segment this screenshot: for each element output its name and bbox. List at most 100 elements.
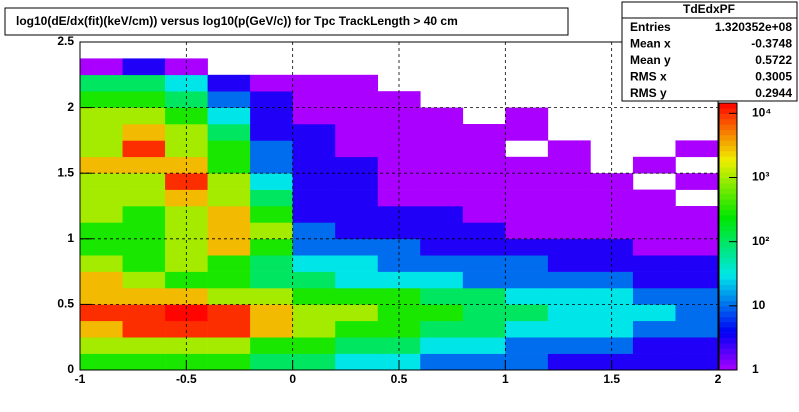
heat-cell xyxy=(122,140,166,158)
heat-cell xyxy=(675,238,719,256)
stats-key: RMS y xyxy=(630,86,667,100)
heat-cell xyxy=(165,271,208,289)
heat-cell xyxy=(590,206,634,223)
heat-cell xyxy=(547,271,591,289)
heat-cell xyxy=(122,288,166,305)
color-bar-step xyxy=(719,263,737,269)
color-bar-step xyxy=(719,321,737,328)
heat-cell xyxy=(80,173,123,190)
heat-cell xyxy=(335,107,379,125)
heat-cell xyxy=(335,304,379,322)
heat-cell xyxy=(505,320,549,338)
y-tick-label: 2 xyxy=(67,100,74,114)
color-bar-step xyxy=(719,353,737,360)
heat-cell xyxy=(675,320,719,338)
heat-cell xyxy=(80,271,123,289)
heat-cell xyxy=(165,74,208,92)
heat-cell xyxy=(122,238,166,256)
heat-cell xyxy=(80,238,123,256)
heat-cell xyxy=(80,222,123,240)
heat-cell xyxy=(207,206,251,223)
stats-key: RMS x xyxy=(630,70,667,84)
heat-cell xyxy=(420,173,464,190)
heat-cell xyxy=(292,206,336,223)
color-bar-step xyxy=(719,231,737,237)
color-bar-step xyxy=(719,145,737,152)
heat-cell xyxy=(122,173,166,190)
heat-cell xyxy=(165,206,208,223)
heat-cell xyxy=(420,206,464,223)
heat-cell xyxy=(377,320,421,338)
heat-cell xyxy=(80,74,123,92)
heat-cell xyxy=(207,304,251,322)
x-tick-label: 0.5 xyxy=(391,372,408,386)
heat-cell xyxy=(590,271,634,289)
heat-cell xyxy=(335,91,379,108)
color-bar-step xyxy=(719,257,737,264)
heat-cell xyxy=(165,156,208,174)
color-bar-step xyxy=(719,177,737,184)
color-bar-step xyxy=(719,284,737,291)
heat-cell xyxy=(675,288,719,305)
heat-cell xyxy=(420,140,464,158)
color-bar-step xyxy=(719,316,737,323)
heat-cell xyxy=(505,124,549,141)
heat-cell xyxy=(165,189,208,207)
heat-cell xyxy=(250,304,293,322)
heat-cell xyxy=(547,189,591,207)
heat-cell xyxy=(250,222,293,240)
color-bar-step xyxy=(719,279,737,285)
color-bar-step xyxy=(719,364,737,371)
heat-cell xyxy=(250,206,293,223)
heat-cell xyxy=(632,271,676,289)
heat-cell xyxy=(590,255,634,272)
x-tick-label: 0 xyxy=(289,372,296,386)
heat-cell xyxy=(80,140,123,158)
heat-cell xyxy=(250,320,293,338)
stats-value: 1.320352e+08 xyxy=(715,20,792,34)
heat-cell xyxy=(250,74,293,92)
color-bar-step xyxy=(719,167,737,173)
heat-cell xyxy=(207,222,251,240)
heat-cell xyxy=(122,353,166,371)
stats-title: TdEdxPF xyxy=(683,2,735,16)
color-bar-step xyxy=(719,359,737,365)
color-bar-step xyxy=(719,289,737,296)
color-bar-step xyxy=(719,103,737,109)
heat-cell xyxy=(547,304,591,322)
heat-cell xyxy=(250,140,293,158)
heat-cell xyxy=(462,140,506,158)
color-bar-border xyxy=(718,102,738,371)
heat-cell xyxy=(377,337,421,354)
heat-cell xyxy=(122,91,166,108)
heat-cell xyxy=(420,222,464,240)
heat-cell xyxy=(420,189,464,207)
heat-cell xyxy=(292,140,336,158)
heat-cell xyxy=(80,124,123,141)
heat-cell xyxy=(675,304,719,322)
heat-cell xyxy=(675,222,719,240)
color-bar-step xyxy=(719,161,737,168)
heat-cell xyxy=(292,304,336,322)
heat-cell xyxy=(547,206,591,223)
heat-cell xyxy=(590,337,634,354)
heat-cell xyxy=(675,173,719,190)
heat-cell xyxy=(207,353,251,371)
heat-cell xyxy=(462,189,506,207)
color-bar-step xyxy=(719,348,737,355)
color-bar-step xyxy=(719,300,737,307)
color-bar-step xyxy=(719,129,737,136)
heat-cell xyxy=(335,222,379,240)
heat-cell xyxy=(80,320,123,338)
y-tick-label: 1 xyxy=(67,231,74,245)
heat-cell xyxy=(462,353,506,371)
heat-cell xyxy=(377,189,421,207)
heat-cell xyxy=(292,288,336,305)
heat-cell xyxy=(335,156,379,174)
color-bar-step xyxy=(719,337,737,344)
color-bar-step xyxy=(719,220,737,227)
heat-cell xyxy=(675,255,719,272)
y-tick-label: 1.5 xyxy=(57,165,74,179)
heat-cell xyxy=(122,74,166,92)
heat-cell xyxy=(420,337,464,354)
